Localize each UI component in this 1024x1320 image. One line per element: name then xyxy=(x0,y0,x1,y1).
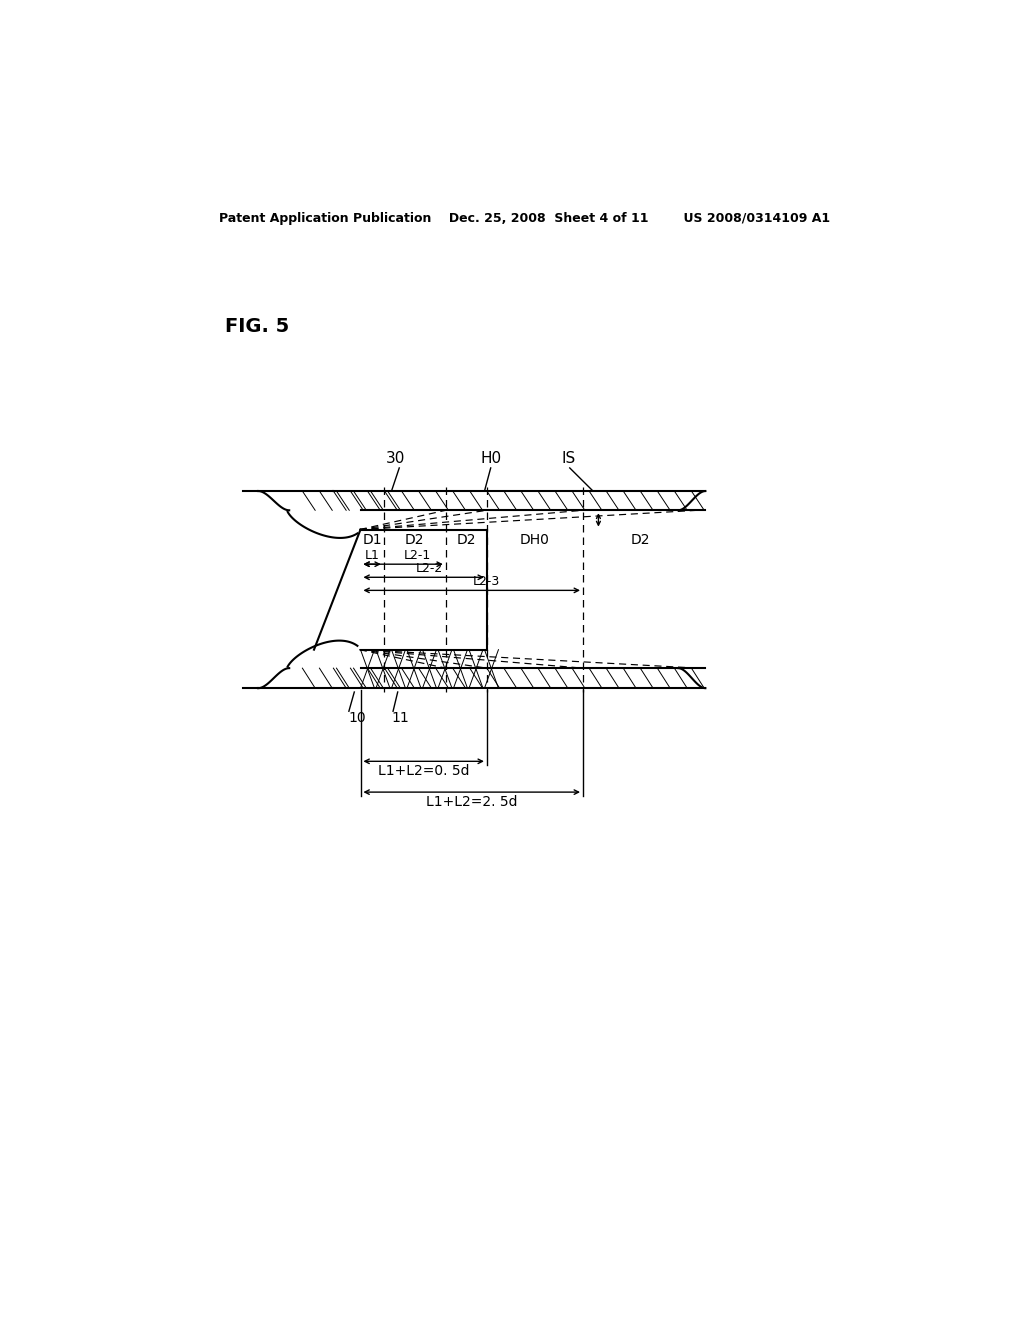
Text: L1: L1 xyxy=(365,549,380,562)
Text: L2-2: L2-2 xyxy=(416,562,443,576)
Text: D2: D2 xyxy=(456,533,476,548)
Text: 30: 30 xyxy=(386,451,406,466)
Text: L2-1: L2-1 xyxy=(403,549,431,562)
Text: FIG. 5: FIG. 5 xyxy=(225,317,289,335)
Text: L1+L2=0. 5d: L1+L2=0. 5d xyxy=(378,764,469,779)
Text: D1: D1 xyxy=(362,533,382,548)
Text: IS: IS xyxy=(561,451,575,466)
Text: L1+L2=2. 5d: L1+L2=2. 5d xyxy=(426,795,517,809)
Text: D2: D2 xyxy=(631,533,650,548)
Text: H0: H0 xyxy=(480,451,502,466)
Text: Patent Application Publication    Dec. 25, 2008  Sheet 4 of 11        US 2008/03: Patent Application Publication Dec. 25, … xyxy=(219,213,830,224)
Text: 10: 10 xyxy=(349,711,367,725)
Text: L2-3: L2-3 xyxy=(473,576,501,589)
Text: D2: D2 xyxy=(406,533,425,548)
Text: 11: 11 xyxy=(391,711,410,725)
Text: DH0: DH0 xyxy=(520,533,550,548)
